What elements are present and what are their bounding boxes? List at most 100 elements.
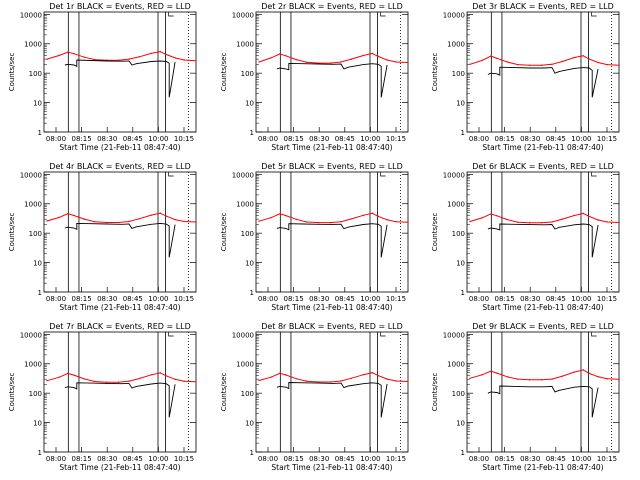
series-point-lld <box>561 60 564 63</box>
series-point-lld <box>165 53 167 56</box>
chart-title: Det 7r BLACK = Events, RED = LLD <box>49 322 191 331</box>
series-point-lld <box>329 221 332 224</box>
series-point-lld <box>83 378 85 380</box>
series-point-lld <box>165 215 167 217</box>
series-point-lld <box>528 379 531 381</box>
x-tick-label: 08:30 <box>97 455 117 463</box>
chart-panel-9: Det 9r BLACK = Events, RED = LLD 1 10 100 10… <box>431 322 620 472</box>
x-tick-label: 08:45 <box>335 295 355 303</box>
series-line-events <box>487 66 599 98</box>
marker-bracket <box>591 172 597 177</box>
series-point-lld <box>183 380 185 382</box>
series-point-lld <box>46 220 48 222</box>
series-point-lld <box>195 60 197 62</box>
y-tick-label: 10000 <box>443 11 465 19</box>
chart-title: Det 9r BLACK = Events, RED = LLD <box>472 322 614 331</box>
series-point-lld <box>150 52 153 55</box>
series-point-lld <box>285 55 287 57</box>
x-tick-label: 08:30 <box>520 135 540 143</box>
series-point-lld <box>573 214 576 217</box>
series-point-lld <box>165 375 167 377</box>
marker-bracket <box>591 332 597 337</box>
x-tick-label: 08:45 <box>335 455 355 463</box>
series-point-lld <box>551 378 553 380</box>
x-axis-label: Start Time (21-Feb-11 08:47:40) <box>59 463 180 472</box>
series-point-lld <box>285 374 287 376</box>
series-line-events <box>64 222 176 258</box>
x-tick-label: 10:15 <box>597 135 617 143</box>
y-tick-label: 10000 <box>443 331 465 339</box>
y-tick-label: 100 <box>241 390 254 398</box>
series-line-lld <box>46 372 197 383</box>
series-point-lld <box>117 59 120 61</box>
chart-panel-8: Det 8r BLACK = Events, RED = LLD 1 10 100 10… <box>220 322 409 472</box>
y-tick-label: 100 <box>452 230 465 238</box>
series-line-events <box>487 385 599 418</box>
y-axis-label: Counts/sec <box>8 213 16 252</box>
chart-title: Det 6r BLACK = Events, RED = LLD <box>472 162 614 171</box>
series-point-lld <box>138 218 141 220</box>
series-point-lld <box>469 63 471 66</box>
y-tick-label: 10000 <box>20 171 42 179</box>
chart-panel-1: Det 1r BLACK = Events, RED = LLD 1 10 100 10… <box>8 2 197 152</box>
series-point-lld <box>94 221 96 223</box>
marker-bracket <box>380 12 386 17</box>
series-point-lld <box>295 58 297 61</box>
x-axis-label: Start Time (21-Feb-11 08:47:40) <box>482 463 603 472</box>
plot-frame <box>255 11 409 133</box>
series-point-lld <box>551 63 553 66</box>
plot-frame <box>43 171 197 293</box>
x-tick-label: 10:00 <box>571 295 591 303</box>
series-point-lld <box>94 58 96 61</box>
x-tick-label: 10:00 <box>360 455 380 463</box>
series-point-lld <box>73 52 75 55</box>
chart-title: Det 8r BLACK = Events, RED = LLD <box>261 322 403 331</box>
x-tick-label: 08:15 <box>72 455 92 463</box>
y-tick-label: 10 <box>456 260 465 268</box>
series-point-lld <box>506 218 508 221</box>
series-point-lld <box>138 377 141 380</box>
series-point-lld <box>295 218 297 221</box>
y-tick-label: 1000 <box>447 41 465 49</box>
series-point-lld <box>371 212 373 214</box>
x-tick-label: 10:15 <box>597 455 617 463</box>
series-point-lld <box>258 379 260 382</box>
series-point-lld <box>105 381 108 383</box>
chart-panel-3: Det 3r BLACK = Events, RED = LLD 1 10 100 10… <box>431 2 620 152</box>
series-line-lld <box>258 52 409 64</box>
series-point-lld <box>306 380 308 382</box>
x-tick-label: 08:15 <box>284 135 304 143</box>
series-point-lld <box>490 213 492 215</box>
series-point-lld <box>362 373 365 376</box>
series-point-lld <box>195 221 197 223</box>
y-tick-label: 1 <box>250 289 254 297</box>
y-tick-label: 100 <box>29 390 42 398</box>
x-tick-label: 08:00 <box>46 455 66 463</box>
marker-bracket <box>591 12 597 17</box>
series-point-lld <box>496 57 498 60</box>
series-point-lld <box>270 376 272 378</box>
series-point-lld <box>258 220 260 222</box>
x-tick-label: 08:45 <box>123 455 143 463</box>
y-tick-label: 1000 <box>24 41 42 49</box>
series-line-lld <box>469 55 620 66</box>
series-point-lld <box>469 377 471 380</box>
series-point-lld <box>561 375 564 377</box>
plot-frame <box>255 171 409 293</box>
chart-panel-6: Det 6r BLACK = Events, RED = LLD 1 10 100 10… <box>431 162 620 312</box>
series-point-lld <box>340 61 342 63</box>
marker-bracket <box>380 172 386 177</box>
series-point-lld <box>270 57 272 59</box>
series-point-lld <box>481 217 483 219</box>
series-point-lld <box>377 374 379 377</box>
x-tick-label: 08:45 <box>123 295 143 303</box>
series-line-events <box>487 223 599 258</box>
series-point-lld <box>195 381 197 383</box>
series-point-lld <box>306 61 308 63</box>
series-point-lld <box>481 59 483 62</box>
marker-bracket <box>168 12 174 17</box>
x-tick-label: 10:00 <box>571 135 591 143</box>
x-tick-label: 08:00 <box>469 135 489 143</box>
x-tick-label: 08:30 <box>97 295 117 303</box>
